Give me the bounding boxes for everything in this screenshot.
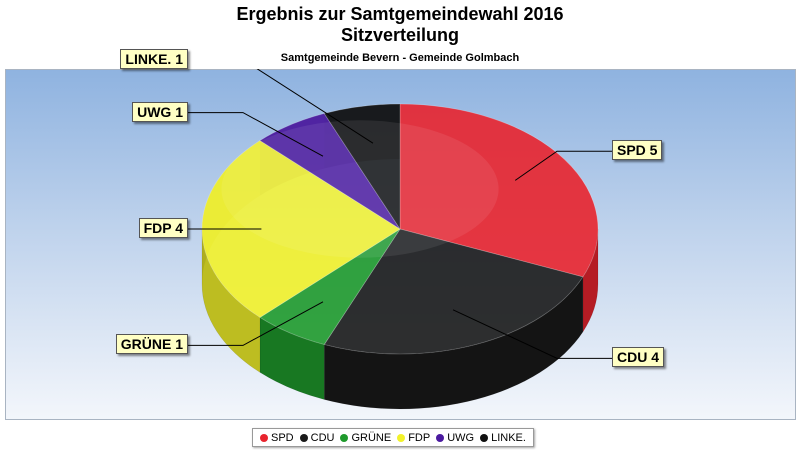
legend-item-cdu: CDU [299, 431, 335, 444]
legend-marker-icon [480, 433, 489, 442]
legend-label: LINKE. [491, 431, 526, 444]
leader-line-cdu [452, 309, 612, 359]
legend-label: FDP [408, 431, 431, 444]
legend-marker-icon [299, 433, 308, 442]
leader-line-gruene [188, 301, 324, 346]
chart-subtitle: Samtgemeinde Bevern - Gemeinde Golmbach [280, 52, 520, 64]
legend-label: SPD [271, 431, 294, 444]
legend-label: UWG [447, 431, 475, 444]
pie-slice-linke [323, 103, 401, 231]
legend-item-spd: SPD [260, 432, 294, 444]
legend-item-linke: LINKE. [480, 432, 526, 444]
legend-marker-icon [397, 433, 406, 442]
legend: SPD CDU GRÜNE FDP UWG LINKE. [252, 428, 534, 447]
pie-chart [188, 69, 612, 410]
pie-slice-cdu [323, 228, 584, 355]
pie-sheen [221, 120, 499, 258]
slice-label-cdu: CDU 4 [612, 347, 665, 368]
legend-item-fdp: FDP [397, 432, 430, 444]
slice-label-gruene: GRÜNE 1 [115, 334, 188, 355]
chart-title: Ergebnis zur Samtgemeindewahl 2016 Sitzv… [0, 4, 800, 46]
pie-slice-gruene [259, 228, 401, 345]
legend-marker-icon [340, 433, 349, 442]
slice-label-uwg: UWG 1 [132, 101, 188, 122]
slice-label-linke: LINKE. 1 [120, 48, 188, 69]
legend-item-uwg: UWG [436, 432, 474, 444]
slice-label-spd: SPD 5 [612, 140, 663, 161]
legend-marker-icon [436, 433, 445, 442]
pie-slice-spd [399, 103, 599, 278]
slice-label-fdp: FDP 4 [138, 218, 188, 238]
legend-marker-icon [260, 433, 268, 442]
chart-title-line1: Ergebnis zur Samtgemeindewahl 2016 [236, 4, 564, 24]
pie-slice-uwg [259, 113, 401, 230]
chart-title-line2: Sitzverteilung [340, 25, 460, 45]
leader-line-spd [514, 150, 612, 181]
legend-label: GRÜNE [351, 431, 392, 444]
leader-line-linke [256, 69, 374, 144]
leader-line-uwg [188, 112, 324, 157]
legend-label: CDU [310, 431, 335, 444]
legend-item-gruene: GRÜNE [340, 432, 391, 444]
